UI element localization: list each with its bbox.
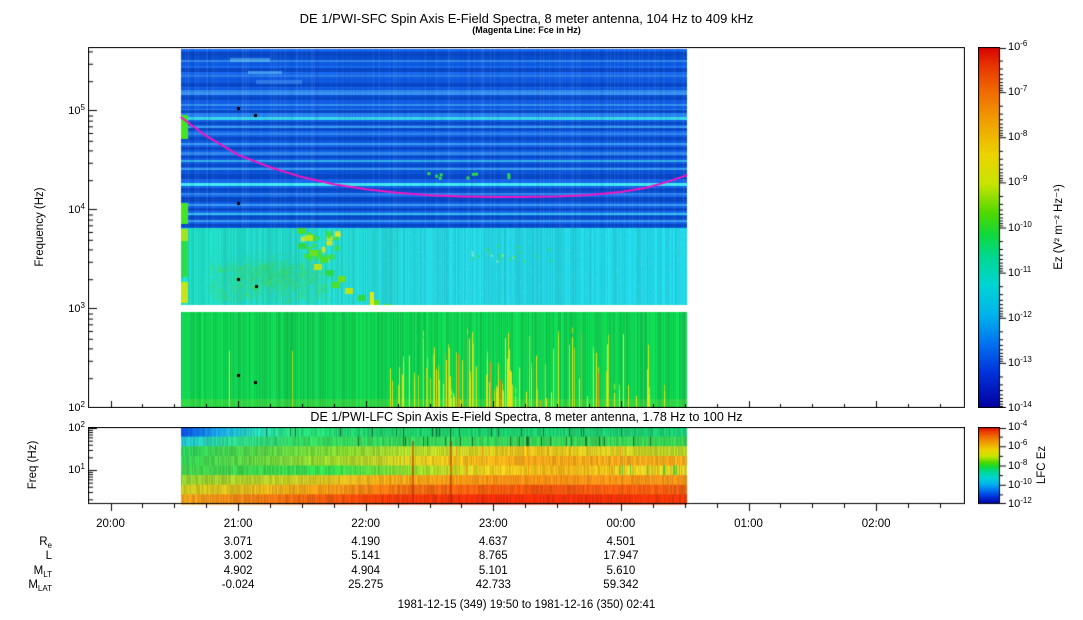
lfc-colorbar-tick-label: 10-8 xyxy=(1008,457,1028,472)
x-axis-hour-label: 00:00 xyxy=(606,518,636,530)
lfc-title: DE 1/PWI-LFC Spin Axis E-Field Spectra, … xyxy=(310,410,743,424)
ephemeris-row-label: MLT xyxy=(33,564,52,579)
sfc-y-tick-label: 104 xyxy=(68,202,85,216)
lfc-y-tick-label: 102 xyxy=(68,420,85,434)
lfc-colorbar-label: LFC Ez xyxy=(1036,445,1048,485)
sfc-colorbar-tick-label: 10-14 xyxy=(1008,400,1032,414)
ephemeris-row-label: L xyxy=(45,550,52,562)
ephemeris-row-label: MLAT xyxy=(28,579,52,593)
ephemeris-value: 42.733 xyxy=(475,579,511,591)
ephemeris-value: 4.904 xyxy=(351,564,381,577)
ephemeris-value: 59.342 xyxy=(603,579,639,591)
lfc-colorbar-tick-label: 10-10 xyxy=(1008,476,1032,491)
lfc-spectrogram-canvas xyxy=(88,427,965,513)
sfc-colorbar-tick-label: 10-12 xyxy=(1008,309,1032,324)
x-axis-hour-label: 23:00 xyxy=(478,518,508,530)
ephemeris-value: 5.141 xyxy=(351,550,381,562)
sfc-colorbar-tick-label: 10-7 xyxy=(1008,84,1028,99)
sfc-colorbar-tick-label: 10-9 xyxy=(1008,174,1028,189)
time-range-footer: 1981-12-15 (349) 19:50 to 1981-12-16 (35… xyxy=(397,599,656,611)
sfc-colorbar-tick-label: 10-11 xyxy=(1008,264,1032,279)
ephemeris-value: 4.501 xyxy=(606,536,636,548)
sfc-y-tick-label: 105 xyxy=(68,103,85,117)
sfc-y-axis-label: Frequency (Hz) xyxy=(34,187,46,267)
lfc-y-tick-label: 101 xyxy=(68,462,85,476)
x-axis-hour-label: 21:00 xyxy=(223,518,253,530)
ephemeris-row-label: Re xyxy=(39,536,52,550)
lfc-colorbar-tick-label: 10-4 xyxy=(1008,419,1028,433)
sfc-colorbar xyxy=(978,47,1008,408)
ephemeris-value: 4.902 xyxy=(223,564,253,577)
lfc-colorbar-tick-label: 10-12 xyxy=(1008,496,1032,510)
sfc-subtitle: (Magenta Line: Fce in Hz) xyxy=(472,25,581,35)
sfc-y-tick-label: 102 xyxy=(68,400,85,414)
sfc-colorbar-tick-label: 10-6 xyxy=(1008,39,1028,53)
sfc-spectrogram-canvas xyxy=(88,47,965,408)
ephemeris-value: -0.024 xyxy=(221,579,255,591)
sfc-colorbar-tick-label: 10-10 xyxy=(1008,219,1032,234)
x-axis-hour-label: 22:00 xyxy=(351,518,381,530)
x-axis-hour-label: 20:00 xyxy=(96,518,125,530)
ephemeris-value: 25.275 xyxy=(348,579,384,591)
ephemeris-value: 5.610 xyxy=(606,564,636,577)
ephemeris-value: 3.002 xyxy=(223,550,253,562)
ephemeris-value: 8.765 xyxy=(478,550,508,562)
sfc-colorbar-tick-label: 10-13 xyxy=(1008,354,1032,369)
ephemeris-value: 4.637 xyxy=(478,536,508,548)
ephemeris-value: 4.190 xyxy=(351,536,381,548)
lfc-colorbar-tick-label: 10-6 xyxy=(1008,438,1028,453)
sfc-y-tick-label: 103 xyxy=(68,301,85,315)
x-axis-hour-label: 01:00 xyxy=(734,518,763,530)
sfc-title: DE 1/PWI-SFC Spin Axis E-Field Spectra, … xyxy=(299,11,754,26)
sfc-colorbar-label: Ez (V² m⁻² Hz⁻¹) xyxy=(1053,184,1065,270)
ephemeris-value: 3.071 xyxy=(223,536,253,548)
sfc-colorbar-tick-label: 10-8 xyxy=(1008,129,1028,144)
ephemeris-value: 5.101 xyxy=(478,564,508,577)
lfc-colorbar xyxy=(978,427,1008,513)
x-axis-hour-label: 02:00 xyxy=(861,518,891,530)
ephemeris-value: 17.947 xyxy=(603,550,639,562)
